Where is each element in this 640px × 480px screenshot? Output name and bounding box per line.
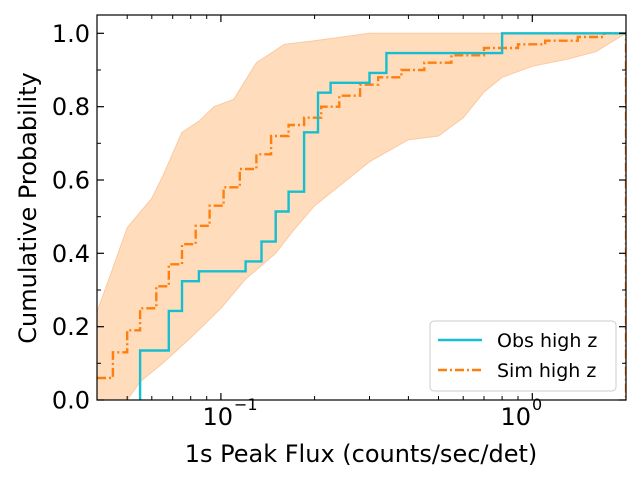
y-tick-label: 1.0 bbox=[52, 20, 90, 48]
x-tick-label-1-base: 10 bbox=[500, 403, 531, 431]
x-tick-label-1-exponent: 0 bbox=[532, 395, 542, 414]
x-tick-label-0-base: 10 bbox=[202, 403, 233, 431]
x-axis-label: 1s Peak Flux (counts/sec/det) bbox=[185, 440, 538, 468]
simulation-range-band-layer bbox=[97, 32, 626, 400]
x-tick-label-1: 10 0 bbox=[500, 395, 542, 431]
legend-box bbox=[429, 320, 617, 392]
simulation-range-band bbox=[97, 32, 626, 400]
x-tick-label-0-exponent: −1 bbox=[234, 395, 258, 414]
y-tick-label: 0.2 bbox=[52, 313, 90, 341]
x-tick-label-0: 10 −1 bbox=[202, 395, 257, 431]
axis-ticks bbox=[96, 15, 627, 401]
y-tick-label: 0.0 bbox=[52, 387, 90, 415]
y-tick-label: 0.6 bbox=[52, 167, 90, 195]
y-tick-label: 0.8 bbox=[52, 93, 90, 121]
y-axis-label: Cumulative Probability bbox=[14, 72, 42, 343]
legend: Obs high z Sim high z bbox=[429, 320, 617, 392]
legend-label-sim: Sim high z bbox=[497, 360, 596, 382]
series-line-obs-high-z bbox=[138, 32, 626, 400]
plot-frame bbox=[96, 14, 627, 401]
y-tick-labels: 0.0 0.2 0.4 0.6 0.8 1.0 bbox=[52, 20, 90, 415]
y-tick-label: 0.4 bbox=[52, 240, 90, 268]
series-layer bbox=[97, 32, 626, 400]
legend-label-obs: Obs high z bbox=[497, 330, 597, 352]
series-line-sim-high-z bbox=[97, 32, 626, 400]
